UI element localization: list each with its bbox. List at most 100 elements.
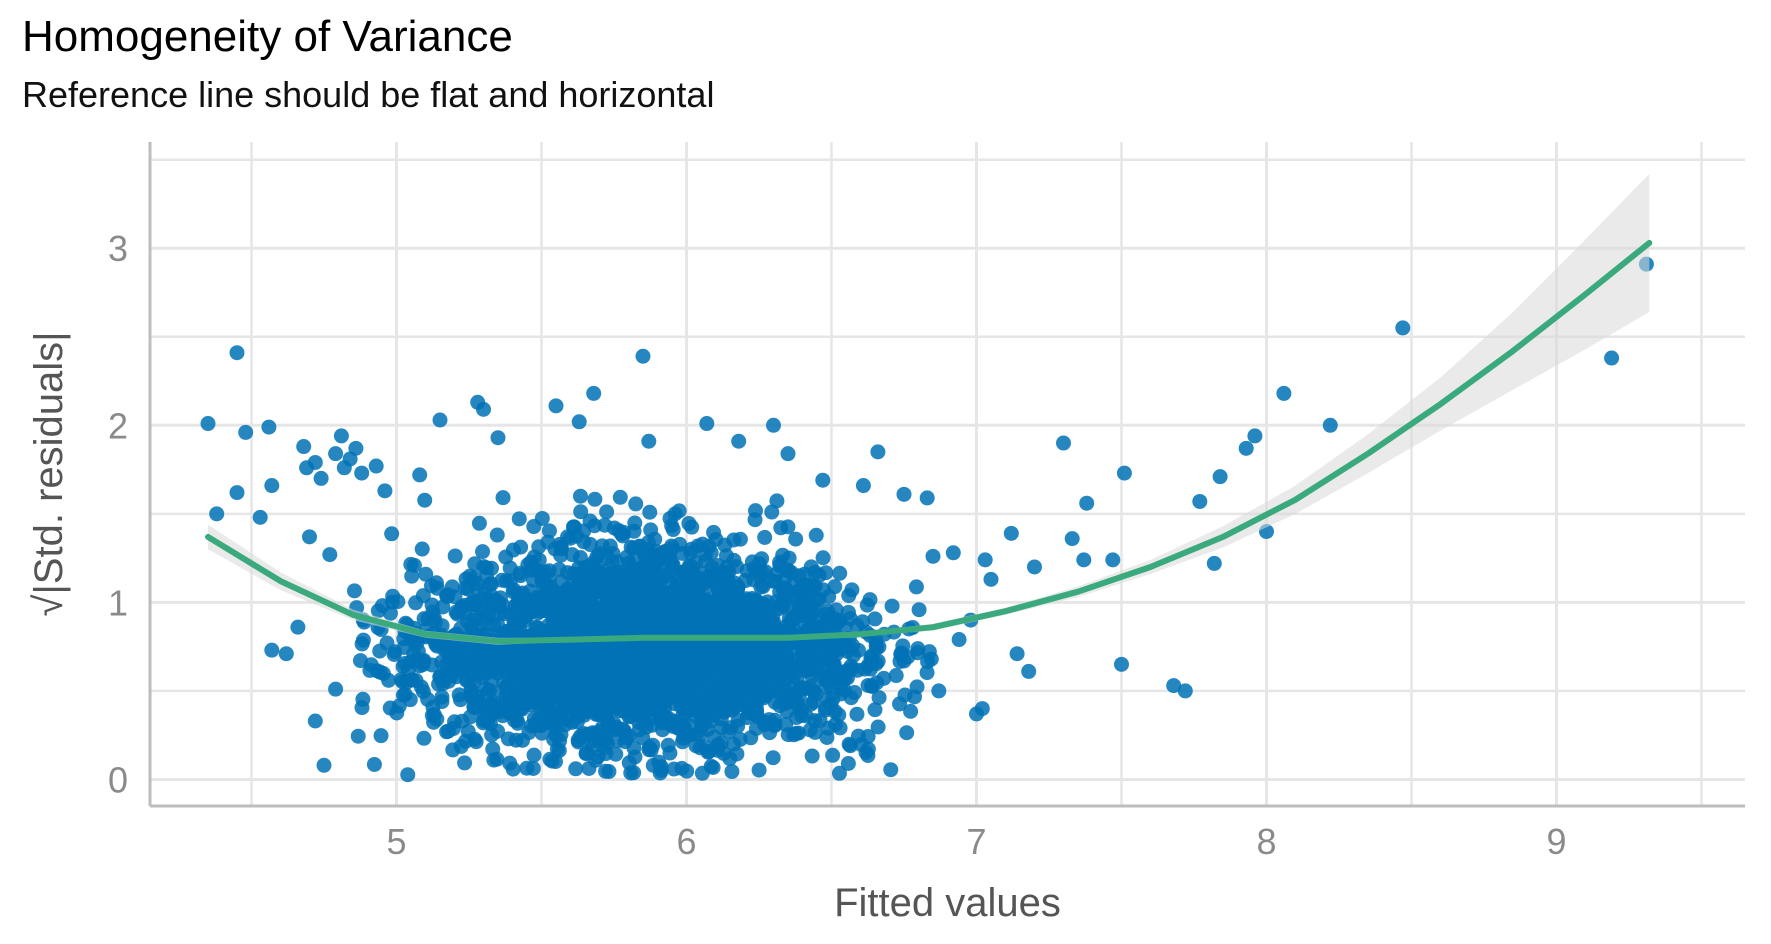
data-point bbox=[377, 483, 393, 499]
data-point bbox=[441, 650, 457, 666]
data-point bbox=[850, 728, 866, 744]
data-point bbox=[609, 677, 625, 693]
data-point bbox=[632, 638, 648, 654]
data-point bbox=[919, 490, 935, 506]
data-point bbox=[641, 433, 657, 449]
data-point bbox=[724, 764, 740, 780]
data-point bbox=[1003, 525, 1019, 541]
data-point bbox=[379, 635, 395, 651]
data-point bbox=[477, 664, 493, 680]
data-point bbox=[495, 490, 511, 506]
data-point bbox=[417, 492, 433, 508]
data-point bbox=[585, 616, 601, 632]
data-point bbox=[602, 538, 618, 554]
data-point bbox=[460, 723, 476, 739]
axes bbox=[148, 142, 1745, 808]
data-point bbox=[412, 467, 428, 483]
data-point bbox=[1056, 435, 1071, 451]
data-point bbox=[480, 713, 496, 729]
data-point bbox=[489, 527, 505, 543]
data-point bbox=[825, 691, 841, 707]
data-point bbox=[718, 548, 734, 564]
data-point bbox=[1212, 469, 1228, 485]
data-point bbox=[790, 584, 806, 600]
data-point bbox=[544, 714, 560, 730]
data-point bbox=[774, 680, 790, 696]
data-point bbox=[457, 755, 473, 771]
data-point bbox=[618, 591, 634, 607]
data-point bbox=[710, 742, 726, 758]
data-point bbox=[897, 687, 913, 703]
data-point bbox=[602, 616, 618, 632]
data-point bbox=[348, 440, 364, 456]
data-point bbox=[870, 444, 886, 460]
data-point bbox=[883, 762, 899, 778]
data-point bbox=[495, 708, 511, 724]
data-point bbox=[1247, 428, 1263, 444]
data-point bbox=[538, 653, 554, 669]
data-point bbox=[486, 752, 502, 768]
data-point bbox=[899, 725, 915, 741]
data-point bbox=[526, 519, 542, 535]
data-point bbox=[502, 560, 518, 576]
data-point bbox=[831, 765, 847, 781]
data-point bbox=[780, 519, 796, 535]
data-point bbox=[366, 756, 382, 772]
data-point bbox=[703, 758, 719, 774]
data-point bbox=[815, 550, 831, 566]
data-point bbox=[1604, 350, 1620, 366]
x-tick-labels: 5 6 7 8 9 bbox=[386, 821, 1566, 862]
data-point bbox=[1276, 385, 1292, 401]
data-point bbox=[1079, 495, 1095, 511]
data-point bbox=[1076, 552, 1092, 568]
data-point bbox=[977, 552, 993, 568]
data-point bbox=[370, 603, 386, 619]
data-point bbox=[684, 519, 700, 535]
data-point bbox=[1116, 465, 1132, 481]
data-point bbox=[620, 648, 636, 664]
data-point bbox=[832, 565, 848, 581]
data-point bbox=[490, 430, 506, 446]
data-point bbox=[426, 707, 442, 723]
data-point bbox=[616, 524, 632, 540]
data-point bbox=[671, 503, 687, 519]
data-point bbox=[679, 563, 695, 579]
data-point bbox=[635, 348, 651, 364]
data-point bbox=[759, 646, 775, 662]
data-point bbox=[802, 722, 818, 738]
data-point bbox=[746, 572, 762, 588]
data-point bbox=[710, 581, 726, 597]
data-point bbox=[433, 668, 449, 684]
data-point bbox=[346, 583, 362, 599]
data-point bbox=[477, 587, 493, 603]
data-point bbox=[582, 537, 598, 553]
data-point bbox=[643, 522, 659, 538]
data-point bbox=[229, 485, 245, 501]
data-point bbox=[434, 694, 450, 710]
data-point bbox=[1064, 531, 1080, 547]
data-point bbox=[548, 668, 564, 684]
data-point bbox=[599, 504, 615, 520]
data-point bbox=[708, 531, 724, 547]
data-point bbox=[1166, 678, 1182, 694]
data-point bbox=[757, 529, 773, 545]
data-point bbox=[382, 700, 398, 716]
data-point bbox=[871, 690, 887, 706]
data-point bbox=[512, 568, 528, 584]
data-point bbox=[699, 416, 715, 432]
data-point bbox=[406, 646, 422, 662]
data-point bbox=[637, 705, 653, 721]
data-point bbox=[920, 654, 936, 670]
data-point bbox=[471, 621, 487, 637]
data-point bbox=[709, 657, 725, 673]
data-point bbox=[695, 694, 711, 710]
data-point bbox=[911, 602, 927, 618]
data-point bbox=[769, 493, 785, 509]
data-point bbox=[590, 749, 606, 765]
data-point bbox=[354, 636, 370, 652]
data-point bbox=[650, 595, 666, 611]
data-point bbox=[844, 582, 860, 598]
data-point bbox=[748, 720, 764, 736]
data-point bbox=[645, 682, 661, 698]
data-point bbox=[714, 688, 730, 704]
